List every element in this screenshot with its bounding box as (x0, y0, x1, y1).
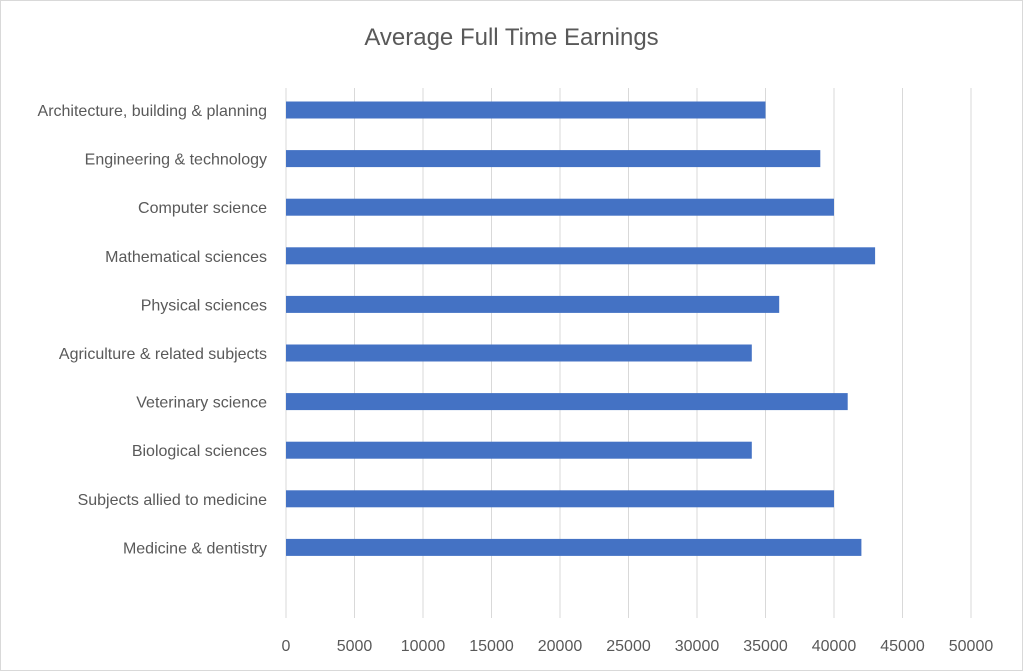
bar (286, 344, 752, 362)
bar (286, 295, 780, 313)
x-tick-label: 45000 (880, 638, 925, 655)
category-label: Subjects allied to medicine (78, 492, 268, 509)
x-tick-label: 0 (282, 638, 291, 655)
bar (286, 101, 766, 119)
x-tick-label: 35000 (743, 638, 788, 655)
category-label: Engineering & technology (85, 152, 267, 169)
x-axis-ticks: 0 5000 10000 15000 20000 25000 30000 35000 40000… (282, 638, 994, 655)
x-tick-label: 5000 (337, 638, 373, 655)
bar (286, 441, 752, 459)
x-tick-label: 50000 (949, 638, 994, 655)
x-tick-label: 10000 (401, 638, 446, 655)
x-tick-label: 25000 (606, 638, 651, 655)
x-tick-label: 40000 (812, 638, 857, 655)
category-label: Medicine & dentistry (123, 540, 267, 557)
bar (286, 198, 834, 216)
category-label: Agriculture & related subjects (59, 346, 267, 363)
bar (286, 247, 876, 265)
x-tick-label: 15000 (469, 638, 514, 655)
category-label: Computer science (138, 200, 267, 217)
bar (286, 538, 862, 556)
category-label: Veterinary science (136, 395, 267, 412)
category-labels: Architecture, building & planning Enginee… (38, 103, 268, 557)
category-label: Mathematical sciences (105, 249, 267, 266)
bars (286, 101, 876, 556)
bar (286, 393, 848, 411)
bar (286, 150, 821, 168)
bar (286, 490, 834, 508)
category-label: Biological sciences (132, 443, 267, 460)
chart-title: Average Full Time Earnings (364, 24, 659, 51)
x-tick-label: 20000 (538, 638, 583, 655)
category-label: Physical sciences (141, 297, 267, 314)
x-tick-label: 30000 (675, 638, 720, 655)
category-label: Architecture, building & planning (38, 103, 267, 120)
